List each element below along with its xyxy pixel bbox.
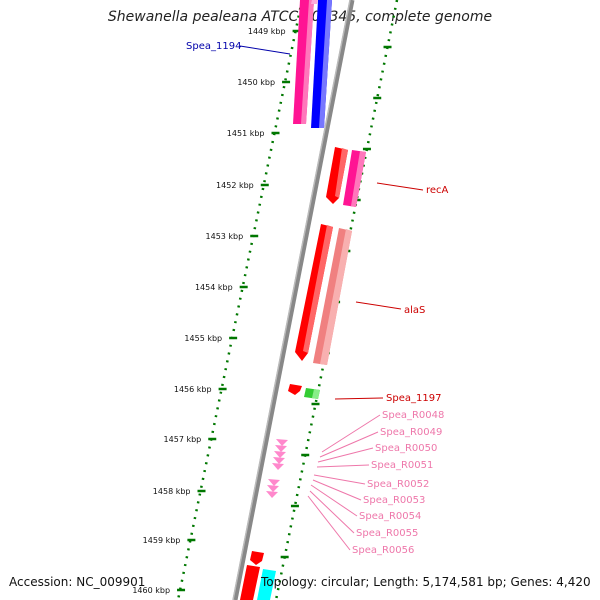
label-connector: [316, 464, 370, 468]
feature-trna-green-edge: [312, 389, 320, 399]
gene-label[interactable]: Spea_R0055: [356, 528, 418, 539]
label-connector: [317, 447, 374, 463]
gene-label[interactable]: Spea_R0053: [363, 495, 425, 506]
label-connector: [312, 479, 362, 501]
tick-label: 1457 kbp: [164, 435, 202, 444]
feature-bottom-cyan[interactable]: [257, 569, 276, 600]
feature-reca-neighbor-edge: [351, 151, 366, 207]
tick-label: 1459 kbp: [143, 536, 181, 545]
tick-label: 1454 kbp: [195, 283, 233, 292]
label-connector: [334, 397, 384, 400]
gene-label[interactable]: Spea_1194: [186, 41, 241, 52]
feature-spea-1197[interactable]: [288, 384, 302, 395]
label-connector: [355, 301, 402, 310]
label-connector: [239, 45, 291, 55]
accession-label: Accession: NC_009901: [9, 575, 146, 589]
rna-chevron[interactable]: [275, 445, 287, 452]
label-connector: [310, 484, 358, 517]
genome-backbone: [232, 0, 355, 600]
gene-label[interactable]: Spea_R0048: [382, 410, 444, 421]
feature-alas-neighbor-edge: [320, 229, 352, 365]
tick-label: 1458 kbp: [153, 487, 191, 496]
rna-chevron[interactable]: [274, 451, 286, 458]
tick-label: 1452 kbp: [216, 181, 254, 190]
gene-label[interactable]: Spea_R0056: [352, 545, 414, 556]
feature-spea-1194-pink-edge: [301, 0, 314, 124]
feature-reca-edge: [335, 148, 348, 198]
gene-label[interactable]: recA: [426, 185, 449, 196]
tick-ring-left: [176, 0, 304, 600]
tick-label: 1455 kbp: [184, 334, 222, 343]
label-connector: [376, 182, 424, 191]
genome-backbone-highlight: [232, 0, 351, 600]
tick-label: 1456 kbp: [174, 385, 212, 394]
tick-label: 1451 kbp: [227, 129, 265, 138]
feature-alas-edge: [303, 225, 333, 353]
gene-label[interactable]: Spea_R0054: [359, 511, 421, 522]
gene-label[interactable]: Spea_R0050: [375, 443, 437, 454]
label-connector: [309, 490, 355, 534]
rna-chevron[interactable]: [272, 463, 284, 470]
tick-label: 1450 kbp: [237, 78, 275, 87]
rna-chevron[interactable]: [273, 457, 285, 464]
gene-label[interactable]: Spea_R0049: [380, 427, 442, 438]
feature-spea-1194-blue-edge: [319, 0, 332, 128]
label-connector: [307, 495, 351, 551]
rna-chevron[interactable]: [266, 491, 278, 498]
rna-chevron[interactable]: [268, 479, 280, 486]
label-connector: [319, 431, 379, 458]
rna-feature-cluster[interactable]: [266, 439, 288, 498]
feature-top-fragment: [311, 0, 318, 4]
label-connector: [313, 474, 366, 485]
tick-marks: 1449 kbp 1450 kbp 1451 kbp 1452 kbp 1453 kbp…: [132, 27, 301, 595]
tick-label: 1449 kbp: [248, 27, 286, 36]
rna-chevron[interactable]: [276, 439, 288, 446]
tick-label: 1453 kbp: [206, 232, 244, 241]
gene-label[interactable]: Spea_R0052: [367, 479, 429, 490]
feature-bottom-red-small[interactable]: [250, 551, 264, 565]
label-connectors: [239, 45, 424, 551]
gene-label[interactable]: Spea_R0051: [371, 460, 433, 471]
feature-bottom-red[interactable]: [240, 565, 260, 600]
gene-label[interactable]: alaS: [404, 305, 425, 316]
genome-summary: Topology: circular; Length: 5,174,581 bp…: [261, 575, 591, 589]
label-connector: [321, 414, 381, 453]
gene-label[interactable]: Spea_1197: [386, 393, 441, 404]
rna-chevron[interactable]: [267, 485, 279, 492]
gene-labels: Spea_1194 recA alaS Spea_1197 Spea_R0048 Spea…: [186, 41, 449, 556]
tick-label: 1460 kbp: [132, 586, 170, 595]
